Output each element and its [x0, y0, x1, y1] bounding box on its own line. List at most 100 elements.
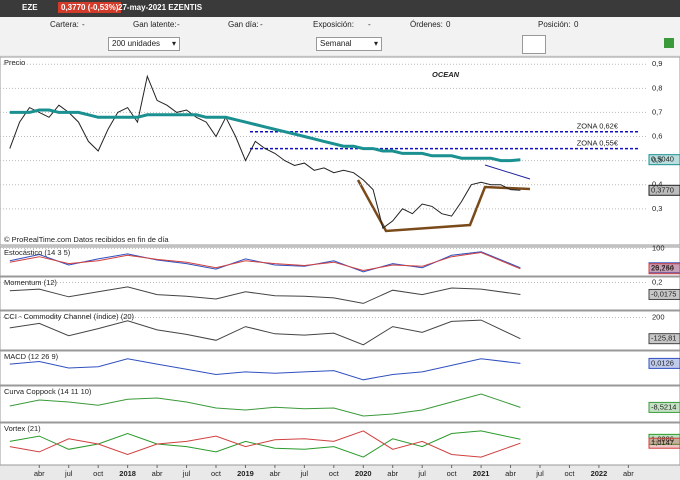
x-tick-label: abr [34, 469, 45, 478]
x-tick-label: 2021 [473, 469, 490, 478]
panel-background [0, 276, 680, 311]
last-value-label: 29,744 [651, 263, 674, 272]
last-value-box [648, 357, 680, 369]
series-line [9, 358, 521, 381]
last-value-label: 1,0886 [651, 434, 674, 443]
y-tick-label: 0,5 [652, 156, 662, 165]
series-line [9, 251, 521, 272]
y-tick-label: 200 [652, 312, 665, 321]
x-tick-label: oct [447, 469, 458, 478]
quantity-dropdown[interactable]: 200 unidades [108, 37, 180, 51]
panel-background [0, 422, 680, 466]
y-tick-label: 0,7 [652, 107, 662, 116]
period-dropdown[interactable]: Semanal [316, 37, 382, 51]
drawn-channel [356, 179, 531, 233]
x-tick-label: abr [152, 469, 163, 478]
last-value-label: 26,250 [651, 264, 674, 273]
y-tick-label: 0,3 [652, 204, 662, 213]
last-value-label: 0,5040 [651, 155, 674, 164]
x-tick-label: abr [269, 469, 280, 478]
series-line [9, 430, 521, 458]
y-tick-label: 0,6 [652, 132, 662, 141]
x-tick-label: jul [64, 469, 73, 478]
x-tick-label: 2022 [591, 469, 608, 478]
x-tick-label: abr [387, 469, 398, 478]
symbol: EZE [22, 3, 38, 12]
last-value-label: 0,0126 [651, 358, 674, 367]
panel-background [0, 385, 680, 423]
x-tick-label: 2020 [355, 469, 372, 478]
x-tick-label: jul [417, 469, 426, 478]
panel-title: Vortex (21) [4, 424, 41, 433]
stat-label: Gan día: [228, 20, 259, 29]
last-value-box [648, 333, 680, 345]
x-tick-label: oct [329, 469, 340, 478]
stat-value: 0 [446, 20, 451, 29]
x-tick-label: abr [505, 469, 516, 478]
stat-label: Cartera: [50, 20, 79, 29]
x-tick-label: 2019 [237, 469, 254, 478]
stat-label: Exposición: [313, 20, 354, 29]
last-value-label: -8,5214 [651, 402, 676, 411]
stat-label: Gan latente: [133, 20, 177, 29]
indicator-button[interactable] [522, 35, 546, 54]
chart: 0,9 0,8 0,7 0,6 0,5 0,4 0,3 ZONA 0,62€ ZONA 0,55… [0, 55, 680, 480]
y-tick-label: 0,2 [652, 277, 662, 286]
last-value-box [648, 437, 680, 449]
last-value-label: 1,0147 [651, 438, 674, 447]
last-value-box [648, 184, 680, 196]
last-value-box [648, 288, 680, 300]
series-line [9, 393, 521, 417]
stat-value: - [82, 20, 85, 29]
x-tick-label: oct [93, 469, 104, 478]
stat-value: - [177, 20, 180, 29]
x-tick-label: jul [182, 469, 191, 478]
panel-title: Curva Coppock (14 11 10) [4, 387, 92, 396]
panel-background [0, 56, 680, 246]
date-name: 27-may-2021 EZENTIS [118, 3, 203, 12]
title-bar: EZE 0,3770 (-0,53%) 27-may-2021 EZENTIS [0, 0, 680, 17]
panel-background [0, 246, 680, 277]
panel-title: Estocástico (14 3 5) [4, 248, 71, 257]
x-tick-label: jul [300, 469, 309, 478]
last-value-box [648, 401, 680, 413]
stat-label: Órdenes: [410, 20, 443, 29]
stats-bar: Cartera: - Gan latente: - Gan día: - Exposi… [0, 17, 680, 33]
series-line [9, 430, 521, 458]
y-tick-label: 0,9 [652, 59, 662, 68]
x-tick-label: abr [623, 469, 634, 478]
panel-title: MACD (12 26 9) [4, 352, 59, 361]
x-tick-label: oct [564, 469, 575, 478]
series-line [9, 74, 521, 229]
add-button[interactable] [664, 38, 674, 48]
zone-label: ZONA 0,62€ [577, 122, 619, 131]
stat-label: Posición: [538, 20, 571, 29]
series-line [9, 108, 521, 163]
panel-title: Momentum (12) [4, 278, 57, 287]
drawn-trendline [484, 164, 531, 180]
x-tick-label: oct [211, 469, 222, 478]
annotation: OCEAN [432, 70, 460, 79]
series-line [9, 286, 521, 304]
last-value-label: 0,3770 [651, 185, 674, 194]
stat-value: 0 [574, 20, 579, 29]
stat-value: - [368, 20, 371, 29]
y-tick-label: 0,8 [652, 83, 662, 92]
panel-title: Precio [4, 58, 25, 67]
x-tick-label: 2018 [119, 469, 136, 478]
zone-label: ZONA 0,55€ [577, 139, 619, 148]
credit: © ProRealTime.com Datos recibidos en fin… [4, 235, 169, 244]
y-tick-label: 0,4 [652, 180, 662, 189]
stat-value: - [260, 20, 263, 29]
y-tick-label: 100 [652, 243, 665, 252]
series-line [9, 319, 521, 346]
quote: 0,3770 (-0,53%) [58, 2, 122, 13]
panel-background [0, 350, 680, 386]
last-value-label: -0,0175 [651, 289, 676, 298]
last-value-box [648, 263, 680, 275]
x-tick-label: jul [535, 469, 544, 478]
panel-title: CCI - Commodity Channel (índice) (20) [4, 312, 135, 321]
last-value-box [648, 154, 680, 166]
last-value-label: -125,81 [651, 334, 676, 343]
